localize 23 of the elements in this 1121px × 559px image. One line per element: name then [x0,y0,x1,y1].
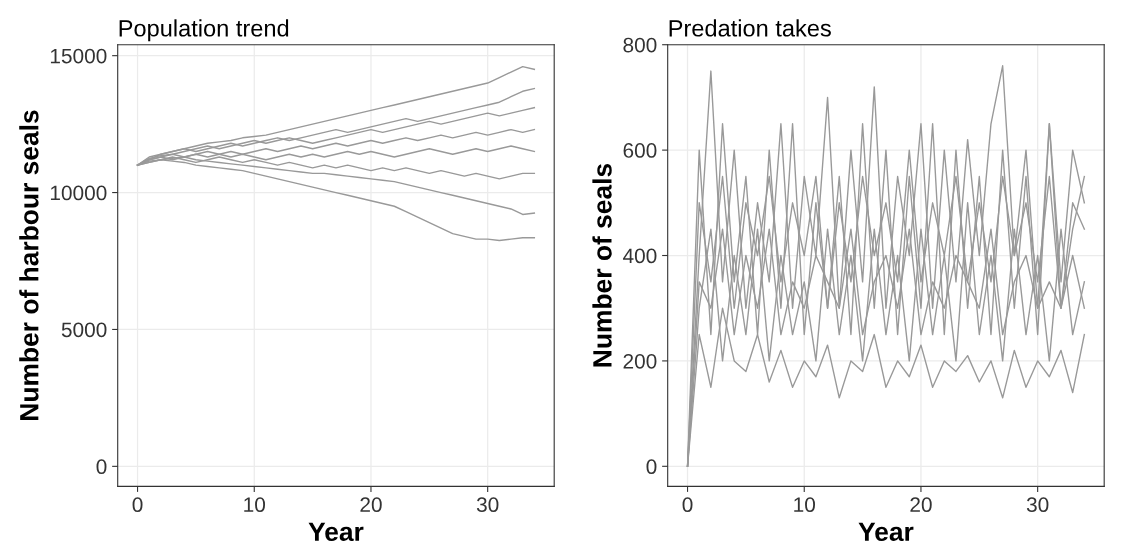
y-tick-label: 200 [623,353,657,369]
x-tick-label: 30 [1026,497,1049,513]
chart-title: Population trend [119,19,289,42]
y-axis-title: Number of harbour seals [19,110,39,420]
x-axis-title: Year [308,522,364,542]
x-tick-label: 0 [132,497,143,513]
y-tick-label: 15000 [50,48,107,64]
x-tick-label: 10 [244,497,266,513]
y-tick-label: 10000 [50,185,107,201]
x-tick-label: 0 [682,497,693,513]
x-tick-label: 20 [910,497,932,513]
x-tick-label: 10 [794,497,816,513]
y-tick-label: 5000 [61,322,107,338]
y-tick-label: 0 [646,459,657,475]
x-tick-label: 30 [476,497,499,513]
y-axis-title: Number of seals [592,163,612,367]
x-tick-label: 20 [360,497,382,513]
chart-title: Predation takes [669,19,831,37]
y-tick-label: 400 [623,248,657,264]
y-tick-label: 0 [96,459,107,475]
x-axis-title: Year [858,522,914,542]
y-tick-label: 600 [623,143,657,158]
y-tick-label: 800 [623,37,657,53]
